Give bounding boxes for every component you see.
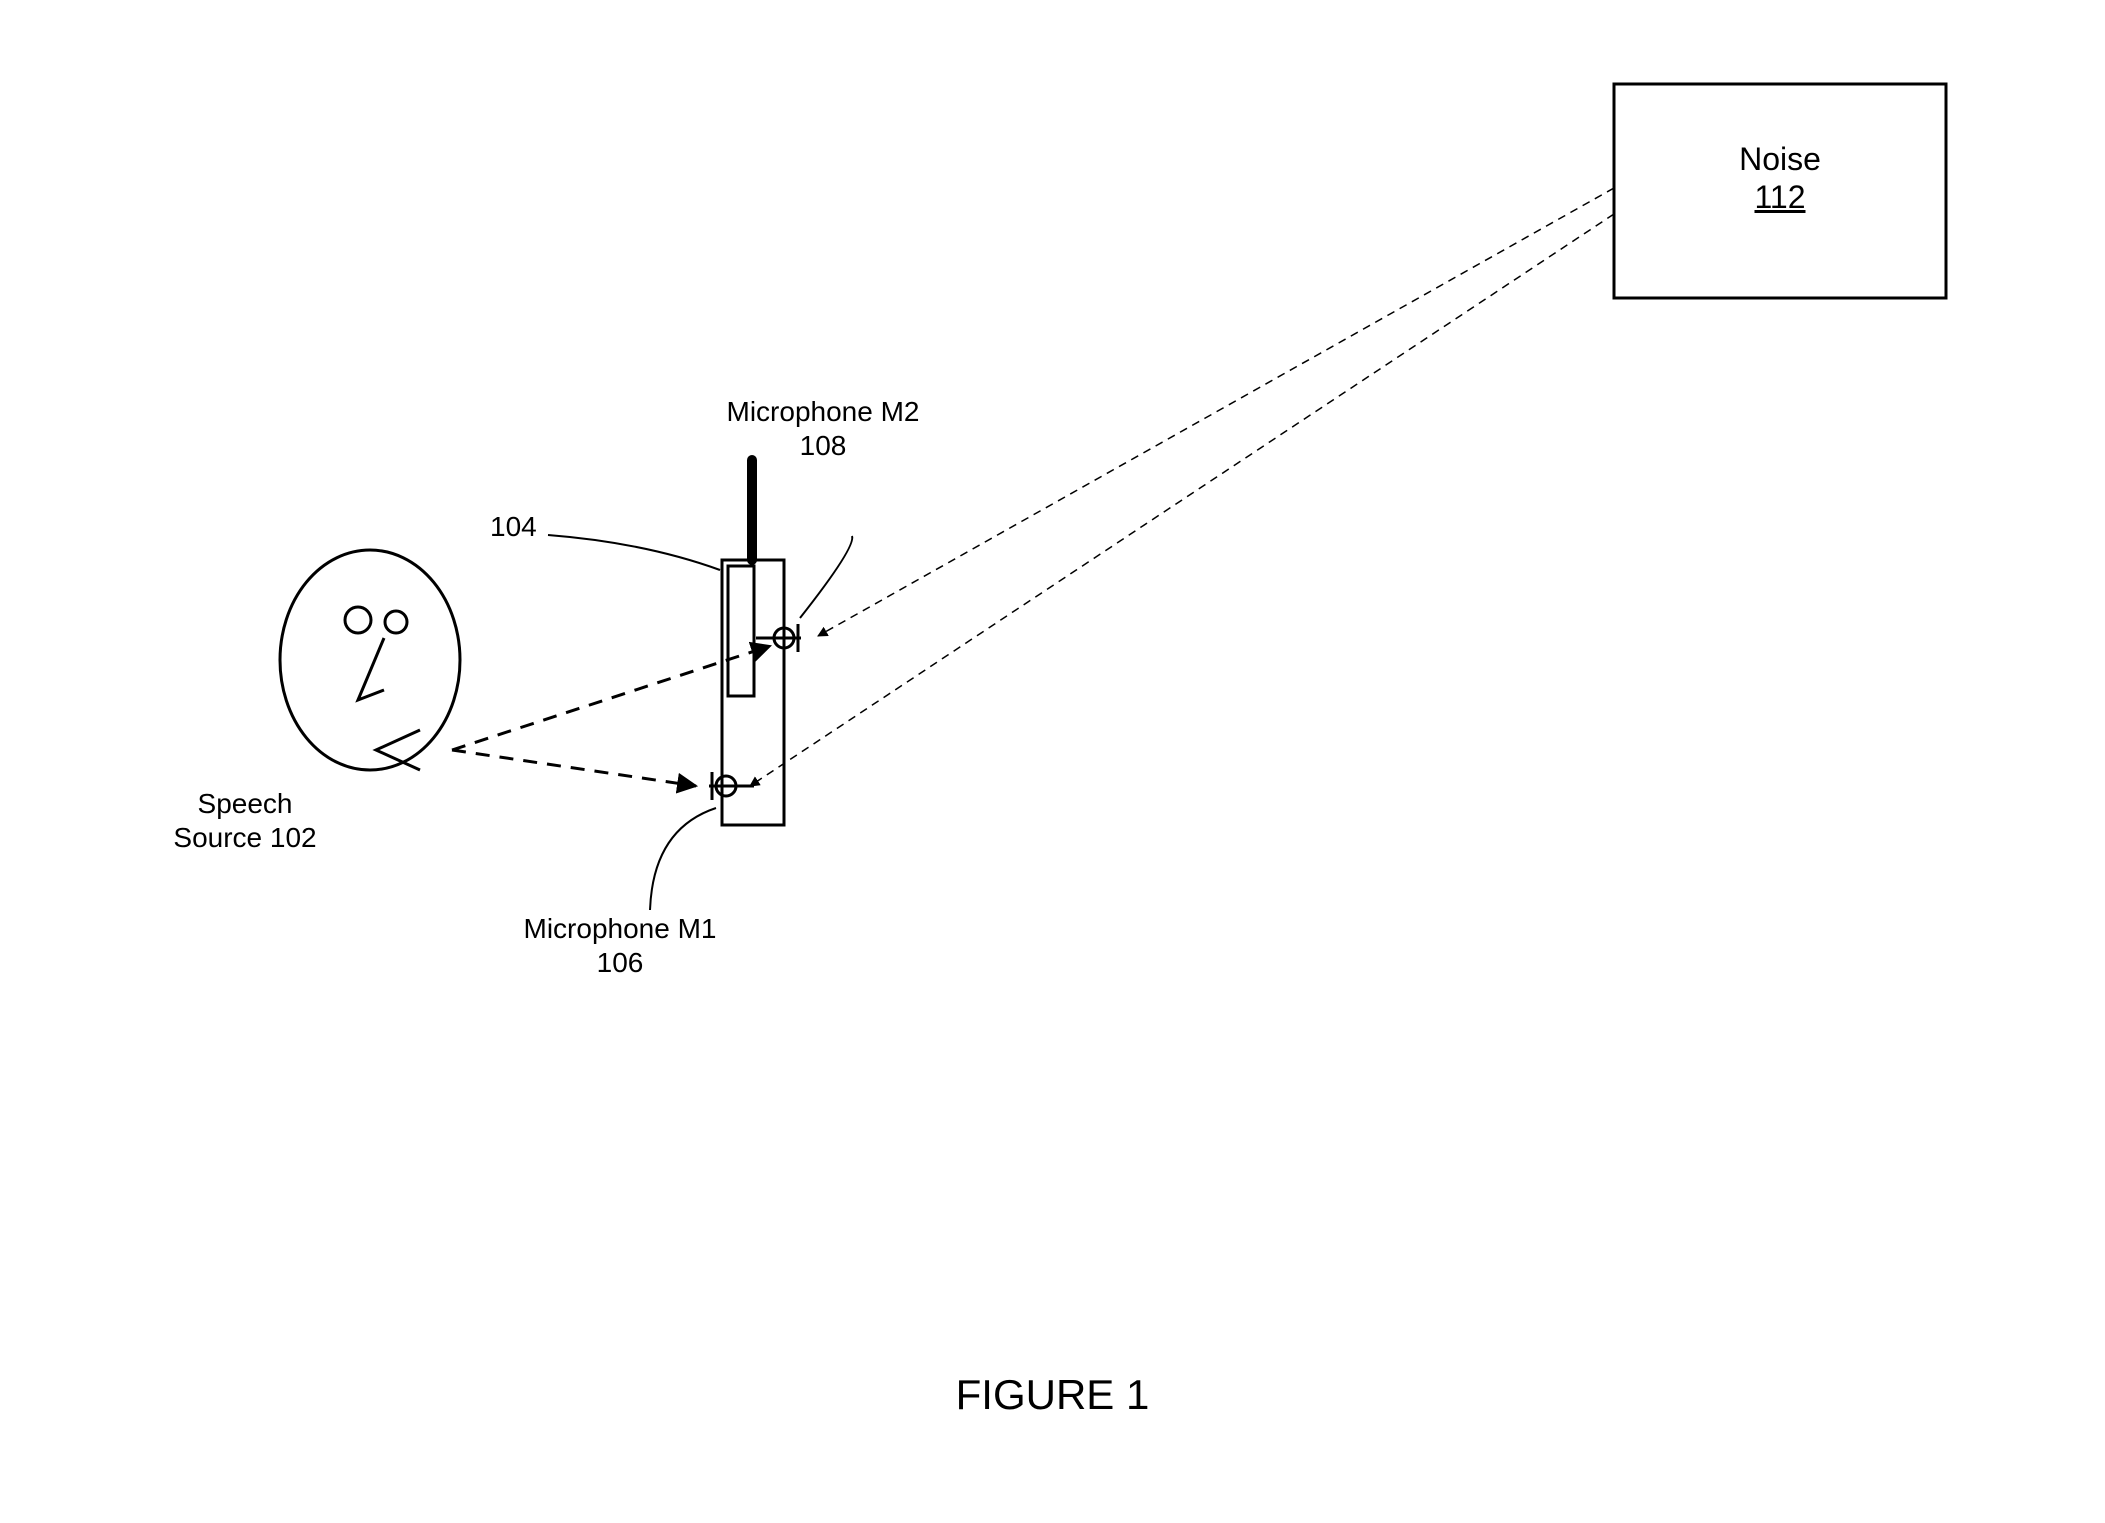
eye-left — [345, 607, 371, 633]
diagram-svg — [0, 0, 2105, 1523]
nose — [358, 638, 384, 700]
label-mic-m2: Microphone M2 108 — [693, 395, 953, 462]
leader-104 — [548, 535, 720, 570]
label-mic-m1: Microphone M1 106 — [490, 912, 750, 979]
diagram-canvas: Speech Source 102 104 Microphone M2 108 … — [0, 0, 2105, 1523]
eye-right — [385, 611, 407, 633]
figure-title: FIGURE 1 — [0, 1370, 2105, 1420]
arrow-speech-to-m1 — [452, 750, 696, 786]
label-speech-source: Speech Source 102 — [115, 787, 375, 854]
label-ref-104: 104 — [490, 510, 537, 544]
phone-screen — [728, 566, 754, 696]
arrow-noise-to-m1 — [750, 214, 1614, 786]
face-outline — [280, 550, 460, 770]
leader-108 — [800, 536, 852, 618]
leader-106 — [650, 808, 716, 910]
label-noise: Noise 112 — [1614, 140, 1946, 217]
